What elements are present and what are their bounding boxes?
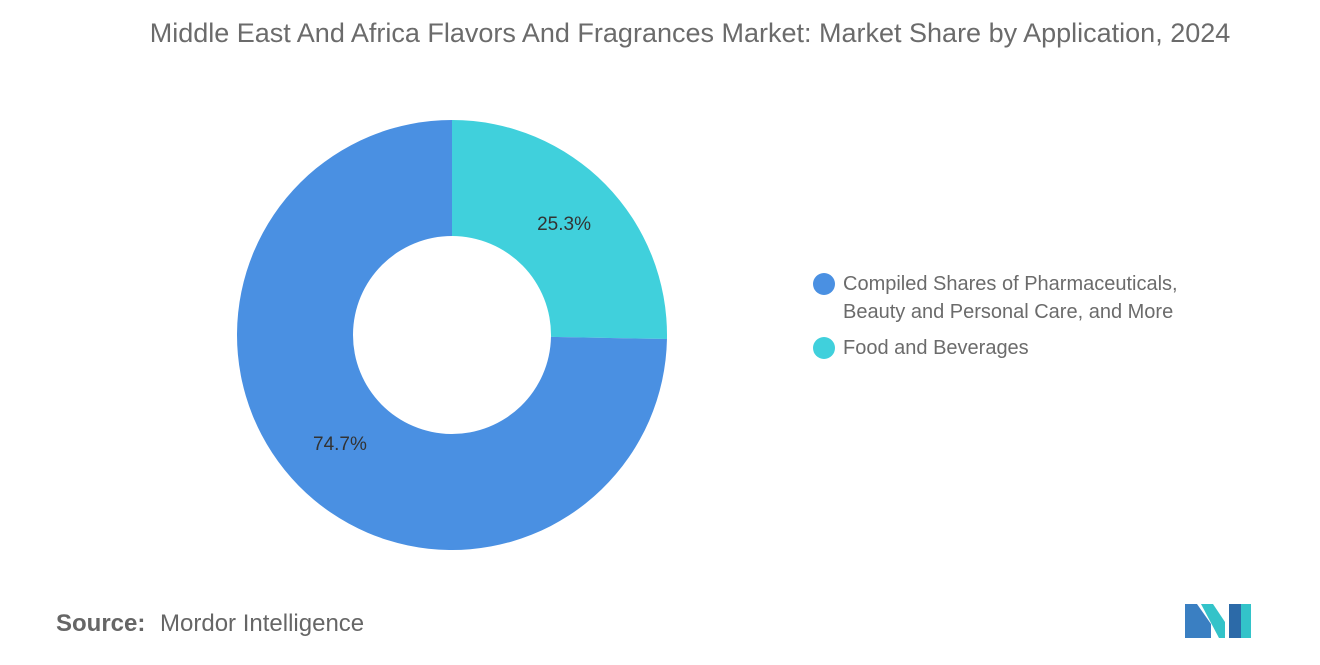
source-label: Source: — [56, 610, 146, 637]
source-note: Source: Mordor Intelligence — [56, 610, 364, 638]
slice-compiled-shares-of-pharmaceuti — [237, 120, 667, 550]
chart-title: Middle East And Africa Flavors And Fragr… — [149, 18, 1231, 48]
legend-swatch-food-beverages — [813, 337, 835, 359]
legend-label-compiled-shares: Compiled Shares of Pharmaceuticals, Beau… — [843, 273, 1178, 323]
legend-item-compiled-shares: Compiled Shares of Pharmaceuticals, Beau… — [813, 270, 1233, 326]
legend-label-food-beverages: Food and Beverages — [843, 337, 1029, 359]
mordor-intelligence-logo-icon — [1185, 604, 1251, 638]
source-value: Mordor Intelligence — [160, 610, 365, 637]
legend: Compiled Shares of Pharmaceuticals, Beau… — [813, 270, 1233, 370]
slice-label-compiled-shares-of-pharmaceuti: 74.7% — [313, 434, 367, 455]
legend-swatch-compiled-shares — [813, 273, 835, 295]
slice-food-and-beverages — [452, 120, 667, 340]
slice-label-food-and-beverages: 25.3% — [537, 214, 591, 235]
legend-item-food-beverages: Food and Beverages — [813, 334, 1233, 362]
